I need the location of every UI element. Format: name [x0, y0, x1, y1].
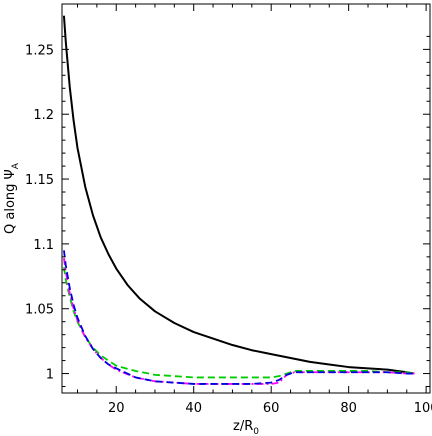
- x-tick-label: 60: [263, 401, 280, 416]
- y-tick-label: 1.15: [25, 173, 54, 188]
- plot-area: 20 40 60 80 100 1 1.05 1.1 1.15 1.2 1.25: [25, 3, 432, 416]
- ticks-layer: 20 40 60 80 100 1 1.05 1.1 1.15 1.2 1.25: [25, 4, 432, 416]
- series-line-4: [63, 250, 415, 385]
- plot-frame: [61, 3, 431, 394]
- x-axis-label-main: z/R: [233, 419, 253, 434]
- x-axis-label: z/R0: [233, 419, 259, 436]
- series-line-2: [63, 267, 415, 379]
- y-tick-label: 1.05: [25, 303, 54, 318]
- series-layer: [62, 15, 415, 385]
- y-axis-label: Q along ΨA: [3, 162, 21, 234]
- y-axis-label-main: Q along Ψ: [3, 169, 18, 234]
- y-tick-label: 1: [46, 368, 54, 383]
- y-tick-label: 1.1: [33, 238, 54, 253]
- labels-layer: z/R0 Q along ΨA: [3, 162, 259, 436]
- x-tick-label: 40: [185, 401, 202, 416]
- y-tick-label: 1.25: [25, 43, 54, 58]
- x-axis-label-subscript: 0: [253, 427, 259, 436]
- x-tick-label: 20: [108, 401, 125, 416]
- y-tick-label: 1.2: [33, 108, 54, 123]
- y-axis-label-subscript: A: [11, 162, 21, 169]
- x-tick-label: 100: [414, 401, 432, 416]
- x-tick-label: 80: [340, 401, 357, 416]
- series-line-1: [62, 15, 415, 375]
